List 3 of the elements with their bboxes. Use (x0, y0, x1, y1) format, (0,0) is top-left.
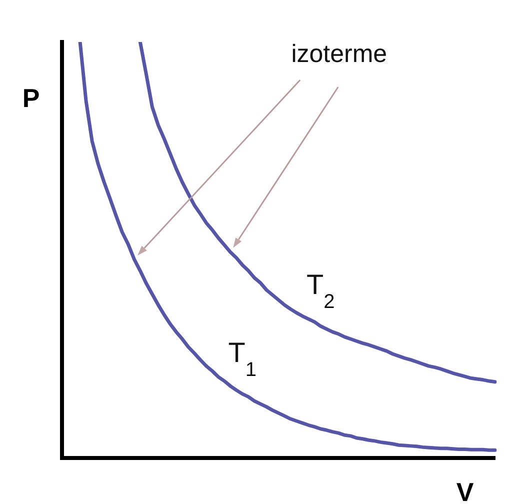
y-axis-title: P (22, 83, 40, 113)
annotation: izoterme (291, 40, 388, 68)
x-axis-title: V (456, 477, 474, 504)
